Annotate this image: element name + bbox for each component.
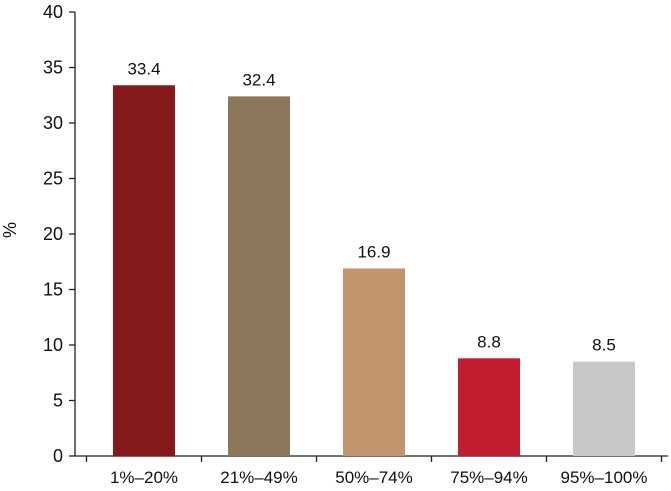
x-tick-label: 50%–74% [335,468,413,487]
bar-value-label: 32.4 [242,70,275,89]
x-tick-label: 75%–94% [450,468,528,487]
bar-value-label: 8.8 [477,332,501,351]
y-tick-label: 5 [53,391,63,411]
x-tick-label: 21%–49% [220,468,298,487]
y-axis: 0 5 10 15 20 25 30 35 40 [43,2,76,466]
bar-value-label: 16.9 [357,242,390,261]
y-tick-label: 20 [43,224,63,244]
y-tick-label: 35 [43,58,63,78]
y-tick-label: 40 [43,2,63,22]
y-tick-label: 10 [43,335,63,355]
bar [228,96,290,457]
y-tick-label: 0 [53,446,63,466]
x-tick-label: 1%–20% [110,468,178,487]
bar [458,358,520,456]
y-tick-label: 25 [43,169,63,189]
y-tick-label: 15 [43,280,63,300]
y-tick-label: 30 [43,113,63,133]
bar-value-label: 8.5 [592,336,616,355]
bars [113,85,635,457]
bar [343,268,405,456]
data-labels: 33.4 32.4 16.9 8.8 8.5 [127,59,615,354]
bar-value-label: 33.4 [127,59,160,78]
y-axis-title: % [0,222,20,238]
x-axis: 1%–20% 21%–49% 50%–74% 75%–94% 95%–100% [75,455,668,487]
bar [573,361,635,456]
bar [113,85,175,456]
x-tick-label: 95%–100% [561,468,648,487]
